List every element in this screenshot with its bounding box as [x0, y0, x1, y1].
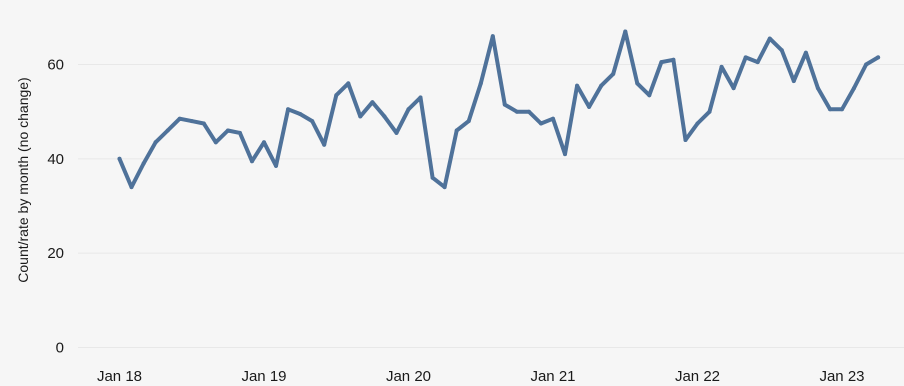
data-point [418, 95, 423, 100]
data-point [454, 128, 459, 133]
data-point [153, 140, 158, 145]
series-line [117, 29, 881, 190]
data-point [502, 102, 507, 107]
data-point [635, 81, 640, 86]
data-point [117, 156, 122, 161]
data-point [623, 29, 628, 34]
data-point [551, 116, 555, 121]
data-point [791, 79, 796, 83]
data-point [815, 86, 820, 91]
data-point [599, 83, 604, 88]
y-tick-label: 40 [47, 151, 64, 168]
data-point [539, 121, 543, 126]
data-point [695, 121, 700, 126]
data-point [683, 138, 688, 142]
data-point [442, 185, 447, 190]
data-point [310, 119, 315, 124]
data-point [490, 34, 495, 39]
data-point [563, 152, 567, 157]
series-layer [117, 29, 881, 190]
data-point [587, 104, 592, 109]
data-point [659, 60, 664, 65]
data-point [129, 185, 134, 190]
data-point [141, 161, 146, 166]
x-tick-label: Jan 19 [241, 368, 286, 385]
data-point [731, 86, 736, 91]
data-point [743, 55, 748, 60]
data-point [671, 57, 676, 62]
data-point [876, 55, 881, 60]
data-point [840, 107, 844, 112]
data-point [177, 116, 182, 121]
data-point [322, 142, 327, 147]
data-point [358, 114, 363, 119]
data-point [213, 140, 218, 145]
data-point [274, 163, 278, 168]
data-point [803, 50, 808, 55]
data-point [394, 130, 399, 135]
y-tick-label: 20 [47, 245, 64, 262]
x-tick-label: Jan 21 [530, 368, 575, 385]
data-point [719, 64, 724, 69]
data-point [262, 140, 266, 145]
data-point [237, 130, 242, 135]
data-point [755, 60, 760, 65]
data-point [478, 81, 483, 86]
data-point [298, 112, 303, 116]
x-axis-ticks: Jan 18 Jan 19 Jan 20 Jan 21 Jan 22 Jan 23 [97, 368, 865, 385]
data-point [779, 48, 784, 53]
data-point [466, 119, 471, 124]
data-point [406, 107, 411, 112]
data-point [430, 175, 435, 180]
data-point [225, 128, 230, 133]
data-point [165, 128, 170, 133]
grid-lines [78, 64, 904, 348]
data-point [575, 83, 580, 88]
data-point [201, 121, 206, 126]
data-point [707, 109, 712, 114]
data-point [864, 62, 869, 67]
data-point [250, 159, 254, 164]
data-point [370, 100, 375, 105]
data-point [611, 71, 616, 76]
y-tick-label: 0 [56, 340, 64, 357]
data-point [767, 36, 772, 41]
x-tick-label: Jan 22 [675, 368, 720, 385]
data-point [334, 93, 339, 98]
y-axis-title: Count/rate by month (no change) [15, 77, 31, 282]
y-tick-label: 60 [47, 57, 64, 74]
x-tick-label: Jan 23 [819, 368, 864, 385]
data-point [526, 109, 531, 114]
data-point [346, 81, 351, 86]
data-point [852, 86, 856, 91]
data-point [828, 107, 832, 112]
data-point [286, 107, 291, 112]
y-axis-ticks: 0 20 40 60 [47, 57, 64, 357]
data-point [382, 114, 387, 119]
data-point [189, 119, 194, 124]
x-tick-label: Jan 20 [386, 368, 431, 385]
data-point [514, 109, 519, 114]
x-tick-label: Jan 18 [97, 368, 142, 385]
data-point [647, 93, 652, 98]
